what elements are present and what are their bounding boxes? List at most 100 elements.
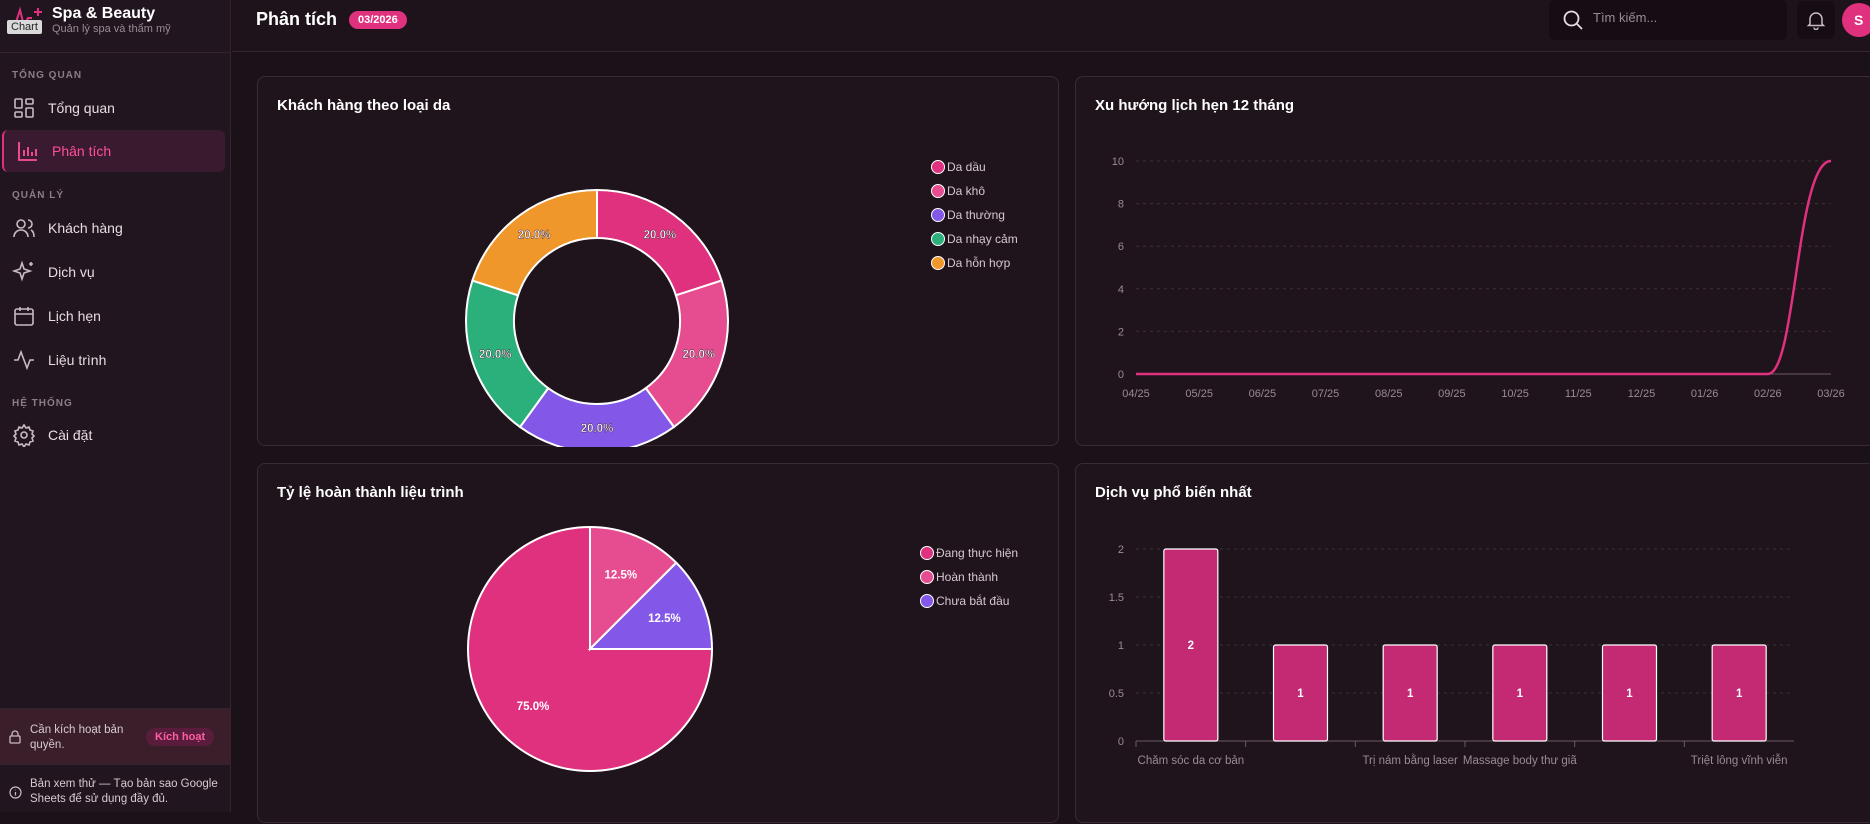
- popular-services-card: Dịch vụ phổ biến nhất 0 0.5 1 1.5 2 2 1 1 1 1 1 Chă…: [1075, 463, 1870, 823]
- section-label-overview: TỔNG QUAN: [12, 70, 83, 81]
- sidebar-item-label: Tổng quan: [48, 100, 115, 116]
- brand[interactable]: Chart Spa & Beauty Quản lý spa và thẩm m…: [0, 0, 231, 53]
- legend-label: Da nhạy cảm: [947, 232, 1018, 246]
- appointment-trend-line-chart: 0 2 4 6 8 10 04/25 05/25 06/25 07/25 08/25 09/25 10/…: [1112, 156, 1845, 400]
- y-tick-label: 6: [1118, 241, 1124, 253]
- sidebar-item-settings[interactable]: Cài đặt: [0, 414, 223, 456]
- search-box[interactable]: [1549, 0, 1787, 40]
- legend-label: Da hỗn hợp: [947, 256, 1011, 270]
- bar-value-label: 1: [1407, 688, 1414, 700]
- bar-value-label: 1: [1736, 688, 1743, 700]
- x-tick-label: Trị nám bằng laser: [1362, 754, 1458, 767]
- sidebar-item-analytics[interactable]: Phân tích: [2, 130, 225, 172]
- series-line: [1136, 159, 1832, 376]
- section-label-system: HỆ THỐNG: [12, 398, 73, 409]
- y-tick-label: 8: [1118, 199, 1124, 211]
- card-title: Tỷ lệ hoàn thành liệu trình: [277, 484, 464, 501]
- sidebar-item-appointments[interactable]: Lịch hẹn: [0, 295, 223, 337]
- legend-item[interactable]: Da hỗn hợp: [931, 251, 1018, 275]
- y-tick-label: 1: [1118, 640, 1124, 652]
- chart-tag: Chart: [7, 20, 42, 34]
- slice-label: 20.0%: [682, 349, 715, 361]
- y-tick-label: 4: [1118, 284, 1124, 296]
- trial-banner: Bản xem thử — Tạo bản sao Google Sheets …: [0, 764, 231, 812]
- x-tick-label: Massage body thư giã: [1463, 755, 1577, 767]
- bar: [1492, 644, 1548, 742]
- x-tick-label: 01/26: [1691, 388, 1719, 400]
- legend-label: Đang thực hiện: [936, 546, 1019, 560]
- sparkles-icon: [12, 260, 33, 282]
- legend-item[interactable]: Da thường: [931, 203, 1018, 227]
- pie-slice: [589, 525, 678, 652]
- x-tick-label: 10/25: [1501, 388, 1529, 400]
- slice-label: 20.0%: [644, 229, 677, 241]
- info-icon: [9, 786, 22, 799]
- slice-label: 20.0%: [479, 349, 512, 361]
- x-tick-label: 02/26: [1754, 388, 1782, 400]
- legend-swatch: [920, 570, 934, 584]
- appointment-trend-card: Xu hướng lịch hẹn 12 tháng 0 2 4 6 8 10 04/25 0…: [1075, 76, 1870, 446]
- x-tick-label: 07/25: [1312, 388, 1340, 400]
- slice-label: 20.0%: [581, 423, 614, 435]
- bar: [1711, 644, 1767, 742]
- sidebar-item-services[interactable]: Dịch vụ: [0, 251, 223, 293]
- avatar[interactable]: S: [1842, 3, 1870, 37]
- slice-label: 75.0%: [517, 701, 550, 713]
- legend-label: Da thường: [947, 208, 1005, 222]
- legend-item[interactable]: Da nhạy cảm: [931, 227, 1018, 251]
- legend-swatch: [931, 232, 945, 246]
- bar-value-label: 2: [1188, 640, 1194, 652]
- search-input[interactable]: [1593, 10, 1773, 25]
- legend-item[interactable]: Chưa bắt đầu: [920, 589, 1018, 613]
- calendar-icon: [14, 307, 34, 326]
- legend-item[interactable]: Da khô: [931, 179, 1018, 203]
- sidebar-item-label: Liệu trình: [48, 352, 107, 368]
- x-tick-label: 03/26: [1817, 388, 1845, 400]
- trial-text: Bản xem thử — Tạo bản sao Google Sheets …: [30, 778, 218, 805]
- y-tick-label: 0: [1118, 369, 1124, 381]
- legend-item[interactable]: Da dầu: [931, 155, 1018, 179]
- notifications-button[interactable]: [1797, 1, 1835, 39]
- period-badge[interactable]: 03/2026: [349, 11, 407, 29]
- x-tick-label: 04/25: [1122, 388, 1150, 400]
- bar: [1382, 644, 1438, 742]
- bar: [1601, 644, 1658, 742]
- legend-item[interactable]: Đang thực hiện: [920, 541, 1018, 565]
- bar-value-label: 1: [1297, 688, 1304, 700]
- bar: [1272, 644, 1329, 742]
- search-icon: [1563, 10, 1583, 30]
- y-tick-label: 1.5: [1109, 592, 1124, 604]
- app-subtitle: Quản lý spa và thẩm mỹ: [52, 23, 171, 35]
- top-header: Phân tích 03/2026 S: [232, 0, 1870, 52]
- sidebar-item-label: Khách hàng: [48, 220, 123, 236]
- sidebar-item-label: Dịch vụ: [48, 264, 95, 280]
- legend-swatch: [920, 594, 934, 608]
- treatment-completion-legend: Đang thực hiện Hoàn thành Chưa bắt đầu: [920, 541, 1018, 613]
- skin-type-doughnut-chart: 20.0% 20.0% 20.0% 20.0% 20.0%: [465, 188, 729, 447]
- y-tick-label: 10: [1112, 156, 1124, 168]
- x-tick-label: 08/25: [1375, 388, 1403, 400]
- sidebar-item-customers[interactable]: Khách hàng: [0, 207, 223, 249]
- license-text: Cần kích hoạt bản quyền.: [30, 724, 124, 751]
- bell-icon: [1806, 12, 1826, 30]
- x-tick-label: 06/25: [1249, 388, 1277, 400]
- doughnut-slice: [518, 386, 676, 447]
- sidebar-item-overview[interactable]: Tổng quan: [0, 87, 223, 129]
- bar: [1163, 548, 1219, 742]
- treatment-completion-pie-chart: 75.0% 12.5% 12.5%: [467, 525, 714, 772]
- x-tick-label: Chăm sóc da cơ bản: [1138, 755, 1245, 767]
- gear-icon: [12, 423, 36, 447]
- legend-label: Da khô: [947, 184, 986, 198]
- sidebar: Chart Spa & Beauty Quản lý spa và thẩm m…: [0, 0, 231, 812]
- bar-chart-icon: [18, 142, 37, 161]
- skin-type-legend: Da dầu Da khô Da thường Da nhạy cảm Da hỗn h…: [931, 155, 1018, 275]
- legend-swatch: [931, 184, 945, 198]
- card-title: Khách hàng theo loại da: [277, 97, 451, 114]
- popular-services-bar-chart: 0 0.5 1 1.5 2 2 1 1 1 1 1 Chăm sóc da cơ bản Trị nám…: [1109, 544, 1794, 767]
- grid-icon: [14, 98, 34, 118]
- legend-item[interactable]: Hoàn thành: [920, 565, 1018, 589]
- app-title: Spa & Beauty: [52, 5, 156, 22]
- doughnut-slice: [596, 188, 723, 297]
- activate-button[interactable]: Kích hoạt: [146, 728, 215, 746]
- sidebar-item-treatments[interactable]: Liệu trình: [0, 339, 223, 381]
